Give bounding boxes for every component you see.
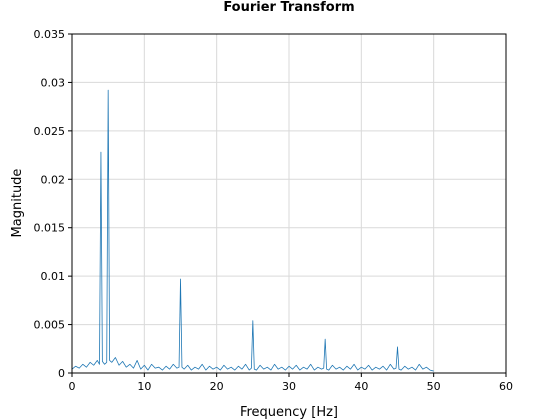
x-tick-label: 10 (137, 380, 151, 393)
y-tick-label: 0.035 (34, 28, 66, 41)
grid (72, 34, 506, 373)
spectrum-line (71, 89, 434, 372)
y-tick-label: 0.015 (34, 222, 66, 235)
y-tick-label: 0.02 (41, 173, 66, 186)
y-axis-label: Magnitude (10, 169, 25, 238)
chart-title: Fourier Transform (223, 0, 354, 15)
x-tick-label: 50 (427, 380, 441, 393)
y-tick-label: 0.005 (34, 319, 66, 332)
y-tick-label: 0.03 (41, 76, 66, 89)
series-layer (71, 89, 434, 372)
x-tick-label: 20 (210, 380, 224, 393)
x-axis-label: Frequency [Hz] (240, 405, 338, 420)
x-tick-label: 40 (354, 380, 368, 393)
x-tick-label: 30 (282, 380, 296, 393)
y-tick-label: 0.025 (34, 125, 66, 138)
axis-ticks: 0 10 20 30 40 50 60 0 0.005 0.01 0.015 0.02 0.025 0.0… (34, 28, 514, 393)
x-tick-label: 60 (499, 380, 513, 393)
x-tick-label: 0 (69, 380, 76, 393)
y-tick-label: 0 (58, 367, 65, 380)
y-tick-label: 0.01 (41, 270, 66, 283)
